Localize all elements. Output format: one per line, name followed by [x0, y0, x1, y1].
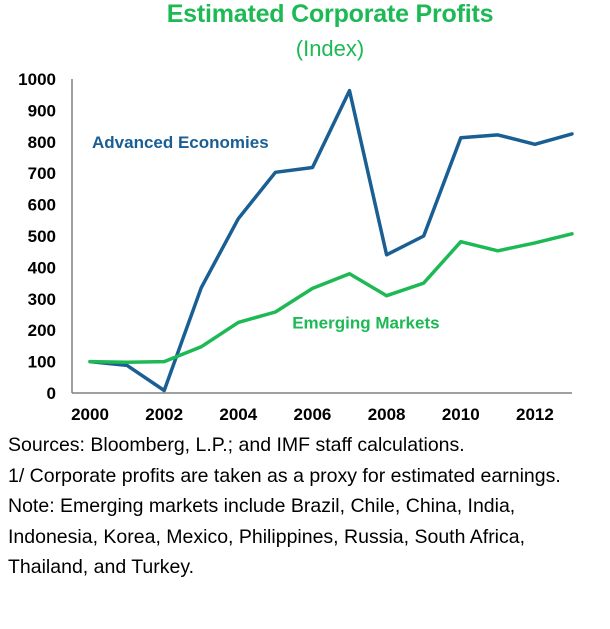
y-tick-label: 300	[28, 290, 56, 309]
x-tick-label: 2012	[516, 405, 554, 424]
y-tick-label: 200	[28, 321, 56, 340]
x-tick-label: 2000	[71, 405, 109, 424]
y-tick-label: 1000	[18, 70, 56, 89]
y-tick-label: 0	[47, 384, 56, 403]
x-tick-label: 2006	[294, 405, 332, 424]
series-line-advanced-economies	[88, 88, 574, 393]
y-tick-label: 900	[28, 101, 56, 120]
chart-title: Estimated Corporate Profits	[166, 0, 494, 28]
x-tick-label: 2004	[219, 405, 257, 424]
line-chart: 0 100 200 300 400 500 600 700 800 900 1000 2000 2002…	[18, 70, 574, 424]
footnote-1: 1/ Corporate profits are taken as a prox…	[8, 464, 561, 487]
y-tick-label: 800	[28, 133, 56, 152]
series-line-emerging-markets	[88, 232, 574, 364]
chart-subtitle: (Index)	[295, 36, 365, 61]
series-label-emerging-markets: Emerging Markets	[292, 313, 439, 332]
series-label-advanced-economies: Advanced Economies	[92, 133, 269, 152]
x-tick-label: 2010	[442, 405, 480, 424]
chart-notes: Sources: Bloomberg, L.P.; and IMF staff …	[8, 430, 604, 583]
y-tick-label: 600	[28, 196, 56, 215]
x-tick-label: 2002	[145, 405, 183, 424]
y-tick-label: 700	[28, 164, 56, 183]
sources-note: Sources: Bloomberg, L.P.; and IMF staff …	[8, 434, 465, 456]
y-tick-label: 500	[28, 227, 56, 246]
y-tick-label: 100	[28, 353, 56, 372]
y-tick-label: 400	[28, 258, 56, 277]
emerging-markets-note: Note: Emerging markets include Brazil, C…	[8, 495, 526, 578]
x-tick-label: 2008	[368, 405, 406, 424]
